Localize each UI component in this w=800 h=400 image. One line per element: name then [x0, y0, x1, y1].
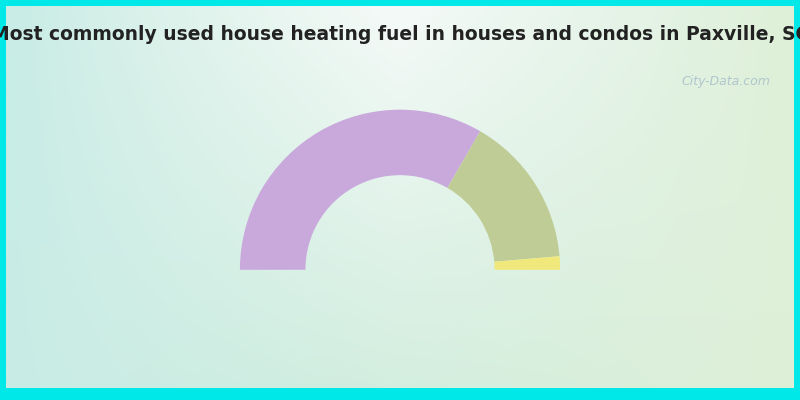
- Text: City-Data.com: City-Data.com: [681, 75, 770, 88]
- Text: Most commonly used house heating fuel in houses and condos in Paxville, SC: Most commonly used house heating fuel in…: [0, 25, 800, 44]
- Wedge shape: [240, 110, 480, 270]
- Wedge shape: [494, 256, 560, 270]
- Wedge shape: [447, 131, 559, 262]
